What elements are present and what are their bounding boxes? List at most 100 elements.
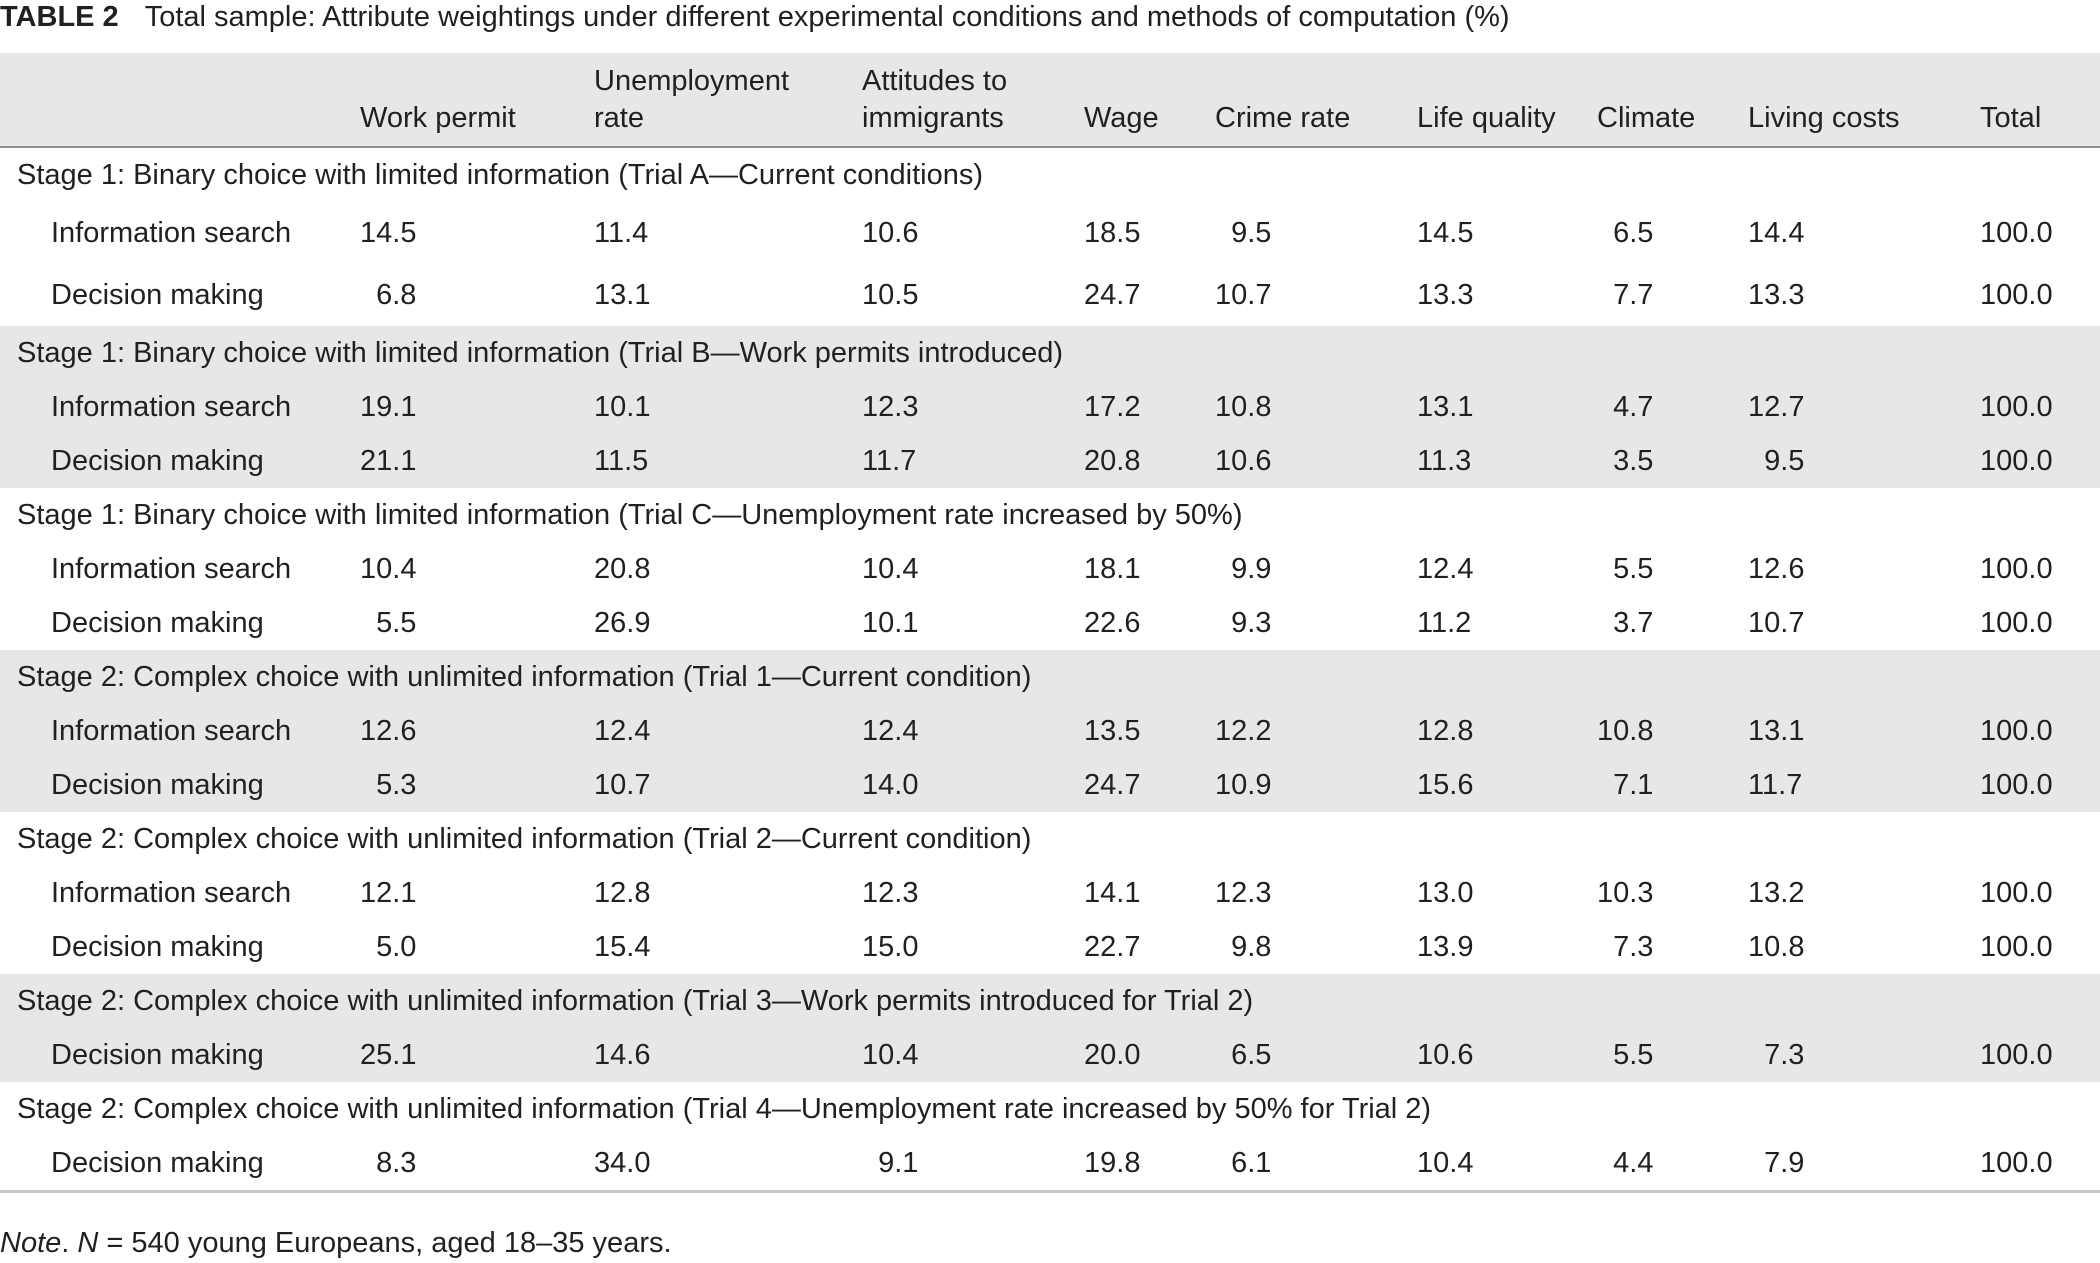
table-cell: 14.6 [594, 1028, 862, 1082]
table-cell: 9.9 [1231, 552, 1272, 585]
column-header: Climate [1597, 102, 1696, 134]
table-cell: 10.4 [862, 1028, 1084, 1082]
table-caption: TABLE 2 Total sample: Attribute weighting… [0, 0, 1510, 34]
section-title: Stage 1: Binary choice with limited info… [17, 158, 983, 191]
table-cell: 12.1 [360, 876, 417, 909]
table-cell: 12.8 [594, 876, 651, 909]
table-group: Stage 1: Binary choice with limited info… [0, 147, 2100, 326]
table-cell: 12.7 [1748, 380, 1980, 434]
table-row: Decision making 25.1 14.6 10.4 20.0 6.5 10.6 5.… [0, 1028, 2100, 1082]
column-header: Attitudes to immigrants [862, 65, 1008, 134]
table-row: Decision making 8.3 34.0 9.1 19.8 6.1 10.4 4.4 7… [0, 1136, 2100, 1193]
table-cell: 100.0 [1980, 606, 2053, 639]
table-row: Decision making 5.0 15.4 15.0 22.7 9.8 13.9 7.3… [0, 920, 2100, 974]
column-header: Crime rate [1215, 102, 1351, 134]
table-cell: 15.0 [862, 930, 919, 963]
table-cell: 18.1 [1084, 552, 1141, 585]
header-stub [0, 53, 360, 147]
table-cell: 4.4 [1597, 1136, 1748, 1193]
table-cell: 18.5 [1084, 216, 1141, 249]
table-cell: 5.5 [1613, 552, 1654, 585]
table-cell: 10.8 [1215, 380, 1417, 434]
table-cell: 13.9 [1417, 930, 1474, 963]
table-cell: 11.3 [1417, 434, 1597, 488]
table-cell: 14.5 [360, 216, 417, 249]
table-cell: 14.4 [1748, 216, 1805, 249]
table-cell: 5.0 [376, 930, 417, 963]
section-title: Stage 1: Binary choice with limited info… [17, 498, 1243, 531]
table-cell: 15.4 [594, 930, 651, 963]
row-label: Information search [51, 552, 292, 585]
section-title: Stage 2: Complex choice with unlimited i… [17, 822, 1032, 855]
table-cell: 12.8 [1417, 704, 1597, 758]
table-cell: 13.3 [1748, 278, 1805, 311]
table-cell: 10.7 [1215, 278, 1272, 311]
table-header: Work permit Unemployment rate Attitudes to i… [0, 53, 2100, 147]
table-cell: 20.0 [1084, 1028, 1215, 1082]
table-cell: 19.8 [1084, 1136, 1215, 1193]
section-row: Stage 2: Complex choice with unlimited i… [0, 1082, 2100, 1136]
table-cell: 7.9 [1748, 1136, 1980, 1193]
table-cell: 10.7 [594, 758, 862, 812]
table-cell: 100.0 [1980, 434, 2100, 488]
row-label: Decision making [51, 606, 264, 639]
row-label: Information search [51, 216, 292, 249]
table-group: Stage 2: Complex choice with unlimited i… [0, 1082, 2100, 1193]
table-cell: 6.5 [1613, 216, 1654, 249]
column-header: Unemployment rate [594, 65, 790, 134]
table-cell: 5.3 [360, 758, 594, 812]
table-cell: 100.0 [1980, 758, 2100, 812]
row-label: Decision making [51, 930, 264, 963]
section-row: Stage 2: Complex choice with unlimited i… [0, 812, 2100, 866]
table-cell: 13.2 [1748, 876, 1805, 909]
table-cell: 12.3 [862, 876, 919, 909]
table-cell: 11.5 [594, 434, 862, 488]
column-header: Wage [1084, 102, 1159, 134]
table-cell: 7.3 [1613, 930, 1654, 963]
section-title: Stage 2: Complex choice with unlimited i… [0, 974, 2100, 1028]
section-title: Stage 2: Complex choice with unlimited i… [0, 650, 2100, 704]
table-cell: 10.1 [594, 380, 862, 434]
table-cell: 15.6 [1417, 758, 1597, 812]
row-label: Decision making [51, 278, 264, 311]
table-cell: 10.6 [1417, 1028, 1597, 1082]
table-cell: 11.4 [594, 216, 649, 249]
table-cell: 13.0 [1417, 876, 1474, 909]
table-cell: 7.3 [1748, 1028, 1980, 1082]
table-cell: 21.1 [360, 434, 594, 488]
table-cell: 100.0 [1980, 552, 2053, 585]
table-cell: 22.7 [1084, 930, 1141, 963]
table-cell: 100.0 [1980, 1028, 2100, 1082]
table-cell: 20.8 [594, 552, 651, 585]
table-cell: 10.4 [360, 552, 417, 585]
table-cell: 8.3 [360, 1136, 594, 1193]
column-header: Total [1980, 102, 2042, 134]
table-row: Information search 14.5 11.4 10.6 18.5 9.5 14.… [0, 202, 2100, 264]
table-group: Stage 1: Binary choice with limited info… [0, 488, 2100, 650]
table-cell: 13.1 [1417, 380, 1597, 434]
table-row: Decision making 5.5 26.9 10.1 22.6 9.3 11.2 3.7… [0, 596, 2100, 650]
table-cell: 22.6 [1084, 606, 1141, 639]
table-cell: 12.6 [360, 704, 594, 758]
row-label: Information search [0, 704, 360, 758]
column-header: Life quality [1417, 102, 1556, 134]
table-cell: 12.4 [1417, 552, 1474, 585]
table-label: TABLE 2 [0, 1, 119, 33]
table-cell: 5.5 [376, 606, 417, 639]
table-cell: 9.5 [1231, 216, 1272, 249]
table-cell: 14.1 [1084, 876, 1141, 909]
table-cell: 10.6 [1215, 434, 1417, 488]
table-cell: 20.8 [1084, 434, 1215, 488]
table-cell: 25.1 [360, 1028, 594, 1082]
table-cell: 100.0 [1980, 876, 2053, 909]
row-label: Decision making [0, 1136, 360, 1193]
column-header: Living costs [1748, 102, 1900, 134]
table-title: Total sample: Attribute weightings under… [144, 1, 1510, 33]
table-cell: 13.5 [1084, 704, 1215, 758]
table-cell: 10.1 [862, 606, 919, 639]
table-row: Information search 12.6 12.4 12.4 13.5 12.2 12… [0, 704, 2100, 758]
table-cell: 100.0 [1980, 930, 2053, 963]
table-cell: 9.5 [1748, 434, 1980, 488]
table-cell: 26.9 [594, 606, 651, 639]
table-cell: 10.5 [862, 278, 919, 311]
